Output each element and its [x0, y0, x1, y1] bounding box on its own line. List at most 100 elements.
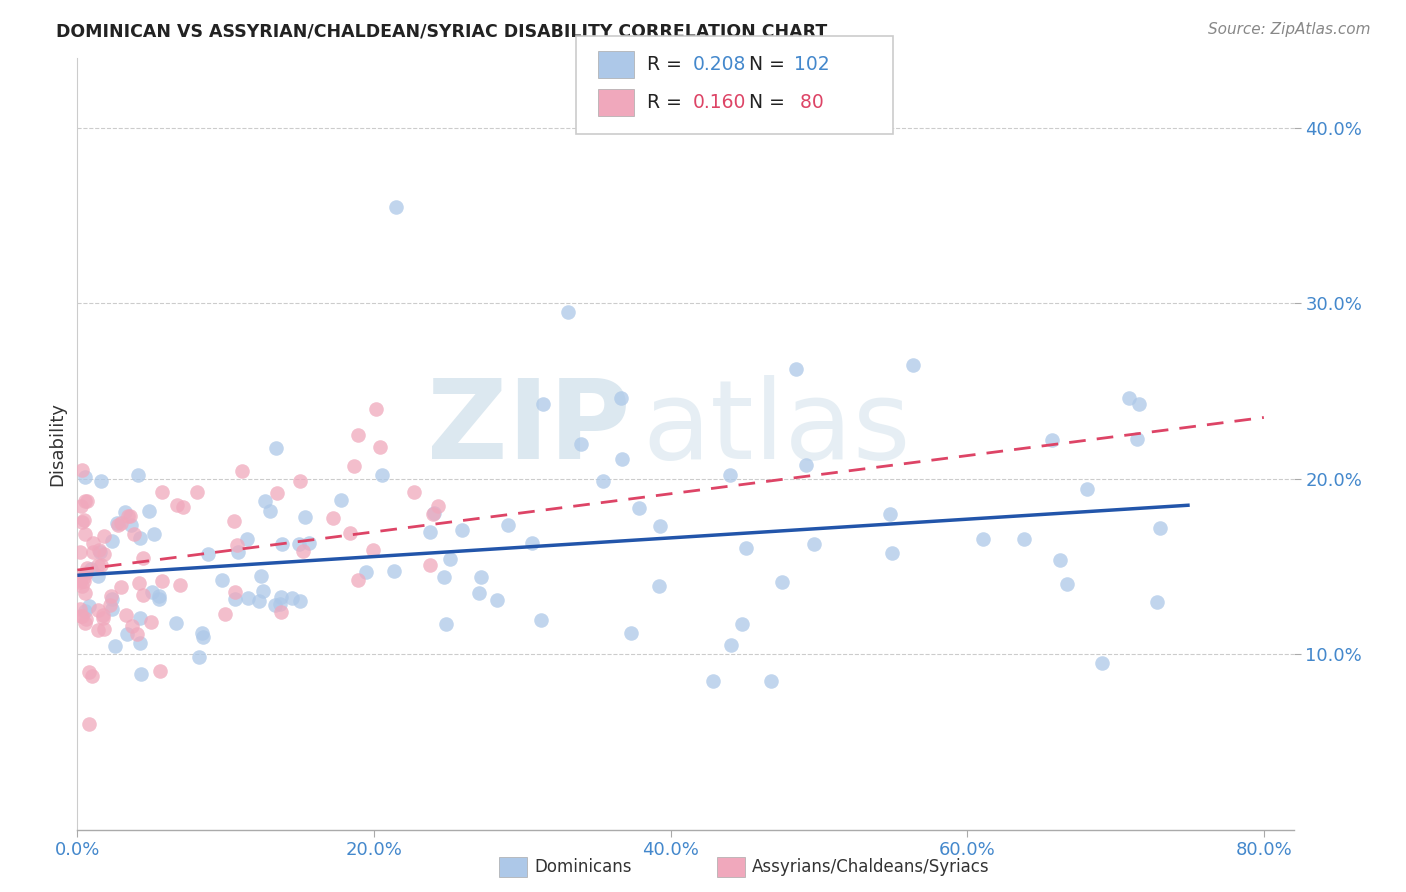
Point [72, 574, 94, 588]
Point [423, 506, 446, 520]
Point [115, 626, 138, 640]
Point [87, 558, 110, 572]
Point [69, 499, 91, 513]
Point [339, 525, 361, 540]
Point [166, 499, 188, 513]
Text: 0.160: 0.160 [693, 93, 747, 112]
Point [419, 558, 441, 572]
Point [118, 509, 141, 524]
Point [72, 515, 94, 529]
Point [127, 467, 149, 482]
Point [1128, 397, 1150, 411]
Point [122, 527, 145, 541]
Point [718, 468, 741, 483]
Point [73, 604, 96, 618]
Point [70, 579, 93, 593]
Point [131, 551, 153, 566]
Point [87, 624, 110, 638]
Point [169, 578, 191, 592]
Point [69, 573, 91, 587]
Point [75, 566, 97, 581]
Point [211, 573, 233, 587]
Point [114, 505, 136, 519]
Point [73, 569, 96, 583]
Point [270, 590, 292, 604]
Point [100, 534, 122, 549]
Text: Dominicans: Dominicans [534, 858, 631, 876]
Point [496, 518, 519, 533]
Point [69, 602, 91, 616]
Point [86, 602, 108, 616]
Point [69, 545, 91, 559]
Point [87, 569, 110, 583]
Point [269, 597, 291, 611]
Point [470, 570, 492, 584]
Point [530, 613, 553, 627]
Point [125, 627, 148, 641]
Point [77, 717, 100, 731]
Point [329, 493, 352, 508]
Point [402, 485, 425, 500]
Point [225, 537, 247, 551]
Point [592, 475, 614, 489]
Point [150, 574, 173, 588]
Point [110, 580, 132, 594]
Point [70, 609, 93, 624]
Point [236, 532, 259, 546]
Point [107, 517, 129, 532]
Point [172, 500, 194, 514]
Point [76, 561, 98, 575]
Point [422, 507, 444, 521]
Point [557, 305, 579, 319]
Point [368, 440, 391, 454]
Point [731, 617, 754, 632]
Point [70, 609, 93, 624]
Text: 80: 80 [794, 93, 824, 112]
Point [131, 588, 153, 602]
Point [266, 486, 288, 500]
Point [1076, 482, 1098, 496]
Point [294, 510, 316, 524]
Point [451, 524, 474, 538]
Point [259, 503, 281, 517]
Text: R =: R = [647, 93, 688, 112]
Point [82, 535, 104, 549]
Point [80, 562, 103, 576]
Point [288, 474, 311, 488]
Point [485, 593, 508, 607]
Point [148, 592, 170, 607]
Point [1118, 392, 1140, 406]
Point [75, 494, 97, 508]
Point [129, 667, 152, 681]
Point [129, 636, 152, 650]
Point [98, 599, 121, 613]
Text: ZIP: ZIP [427, 375, 631, 482]
Point [91, 611, 114, 625]
Point [69, 574, 91, 589]
Point [139, 615, 162, 629]
Point [735, 541, 758, 556]
Point [186, 485, 208, 500]
Text: Source: ZipAtlas.com: Source: ZipAtlas.com [1208, 22, 1371, 37]
Text: DOMINICAN VS ASSYRIAN/CHALDEAN/SYRIAC DISABILITY CORRELATION CHART: DOMINICAN VS ASSYRIAN/CHALDEAN/SYRIAC DI… [56, 22, 828, 40]
Point [1056, 577, 1078, 591]
Point [101, 601, 124, 615]
Point [115, 607, 138, 622]
Point [343, 459, 366, 474]
Point [252, 584, 274, 599]
Text: R =: R = [647, 54, 688, 74]
Point [93, 547, 115, 561]
Point [385, 200, 408, 214]
Point [1146, 595, 1168, 609]
Point [82, 669, 104, 683]
Point [264, 441, 287, 455]
Point [770, 574, 793, 589]
Point [100, 591, 122, 606]
Point [121, 618, 143, 632]
Point [361, 543, 384, 558]
Point [1012, 532, 1035, 546]
Point [371, 468, 394, 483]
Point [104, 639, 127, 653]
Point [803, 537, 825, 551]
Point [467, 586, 489, 600]
